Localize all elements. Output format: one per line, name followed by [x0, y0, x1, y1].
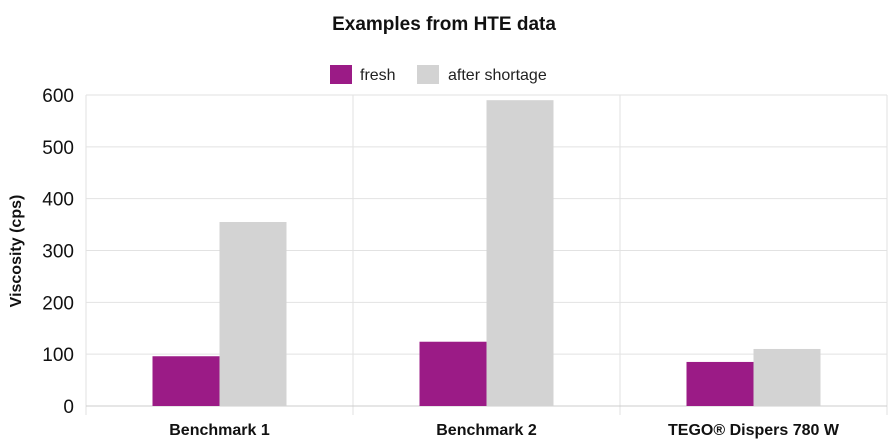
y-axis-ticks: 0 100 200 300 400 500 600 — [42, 86, 74, 418]
x-tick-label: Benchmark 1 — [169, 422, 270, 439]
legend: fresh after shortage — [330, 65, 547, 84]
bar-fresh — [419, 341, 487, 406]
bar-fresh — [152, 356, 220, 406]
y-tick-label: 100 — [42, 345, 74, 366]
x-tick-label: TEGO® Dispers 780 W — [668, 422, 840, 439]
y-axis-label: Viscosity (cps) — [8, 195, 25, 308]
y-tick-label: 200 — [42, 293, 74, 314]
y-tick-label: 300 — [42, 242, 74, 263]
y-tick-label: 400 — [42, 190, 74, 211]
bar-after-shortage — [753, 348, 821, 406]
chart-title: Examples from HTE data — [332, 14, 556, 35]
bar-after-shortage — [486, 100, 554, 406]
x-axis-ticks: Benchmark 1 Benchmark 2 TEGO® Dispers 780 … — [169, 422, 840, 439]
legend-label-fresh: fresh — [360, 67, 396, 84]
legend-swatch-after-shortage — [417, 65, 439, 84]
y-tick-label: 600 — [42, 86, 74, 107]
bar-fresh — [686, 361, 754, 406]
legend-swatch-fresh — [330, 65, 352, 84]
bars — [152, 100, 821, 406]
x-tick-label: Benchmark 2 — [436, 422, 537, 439]
y-tick-label: 0 — [63, 397, 74, 418]
legend-label-after-shortage: after shortage — [448, 67, 547, 84]
y-tick-label: 500 — [42, 138, 74, 159]
bar-after-shortage — [219, 221, 287, 406]
